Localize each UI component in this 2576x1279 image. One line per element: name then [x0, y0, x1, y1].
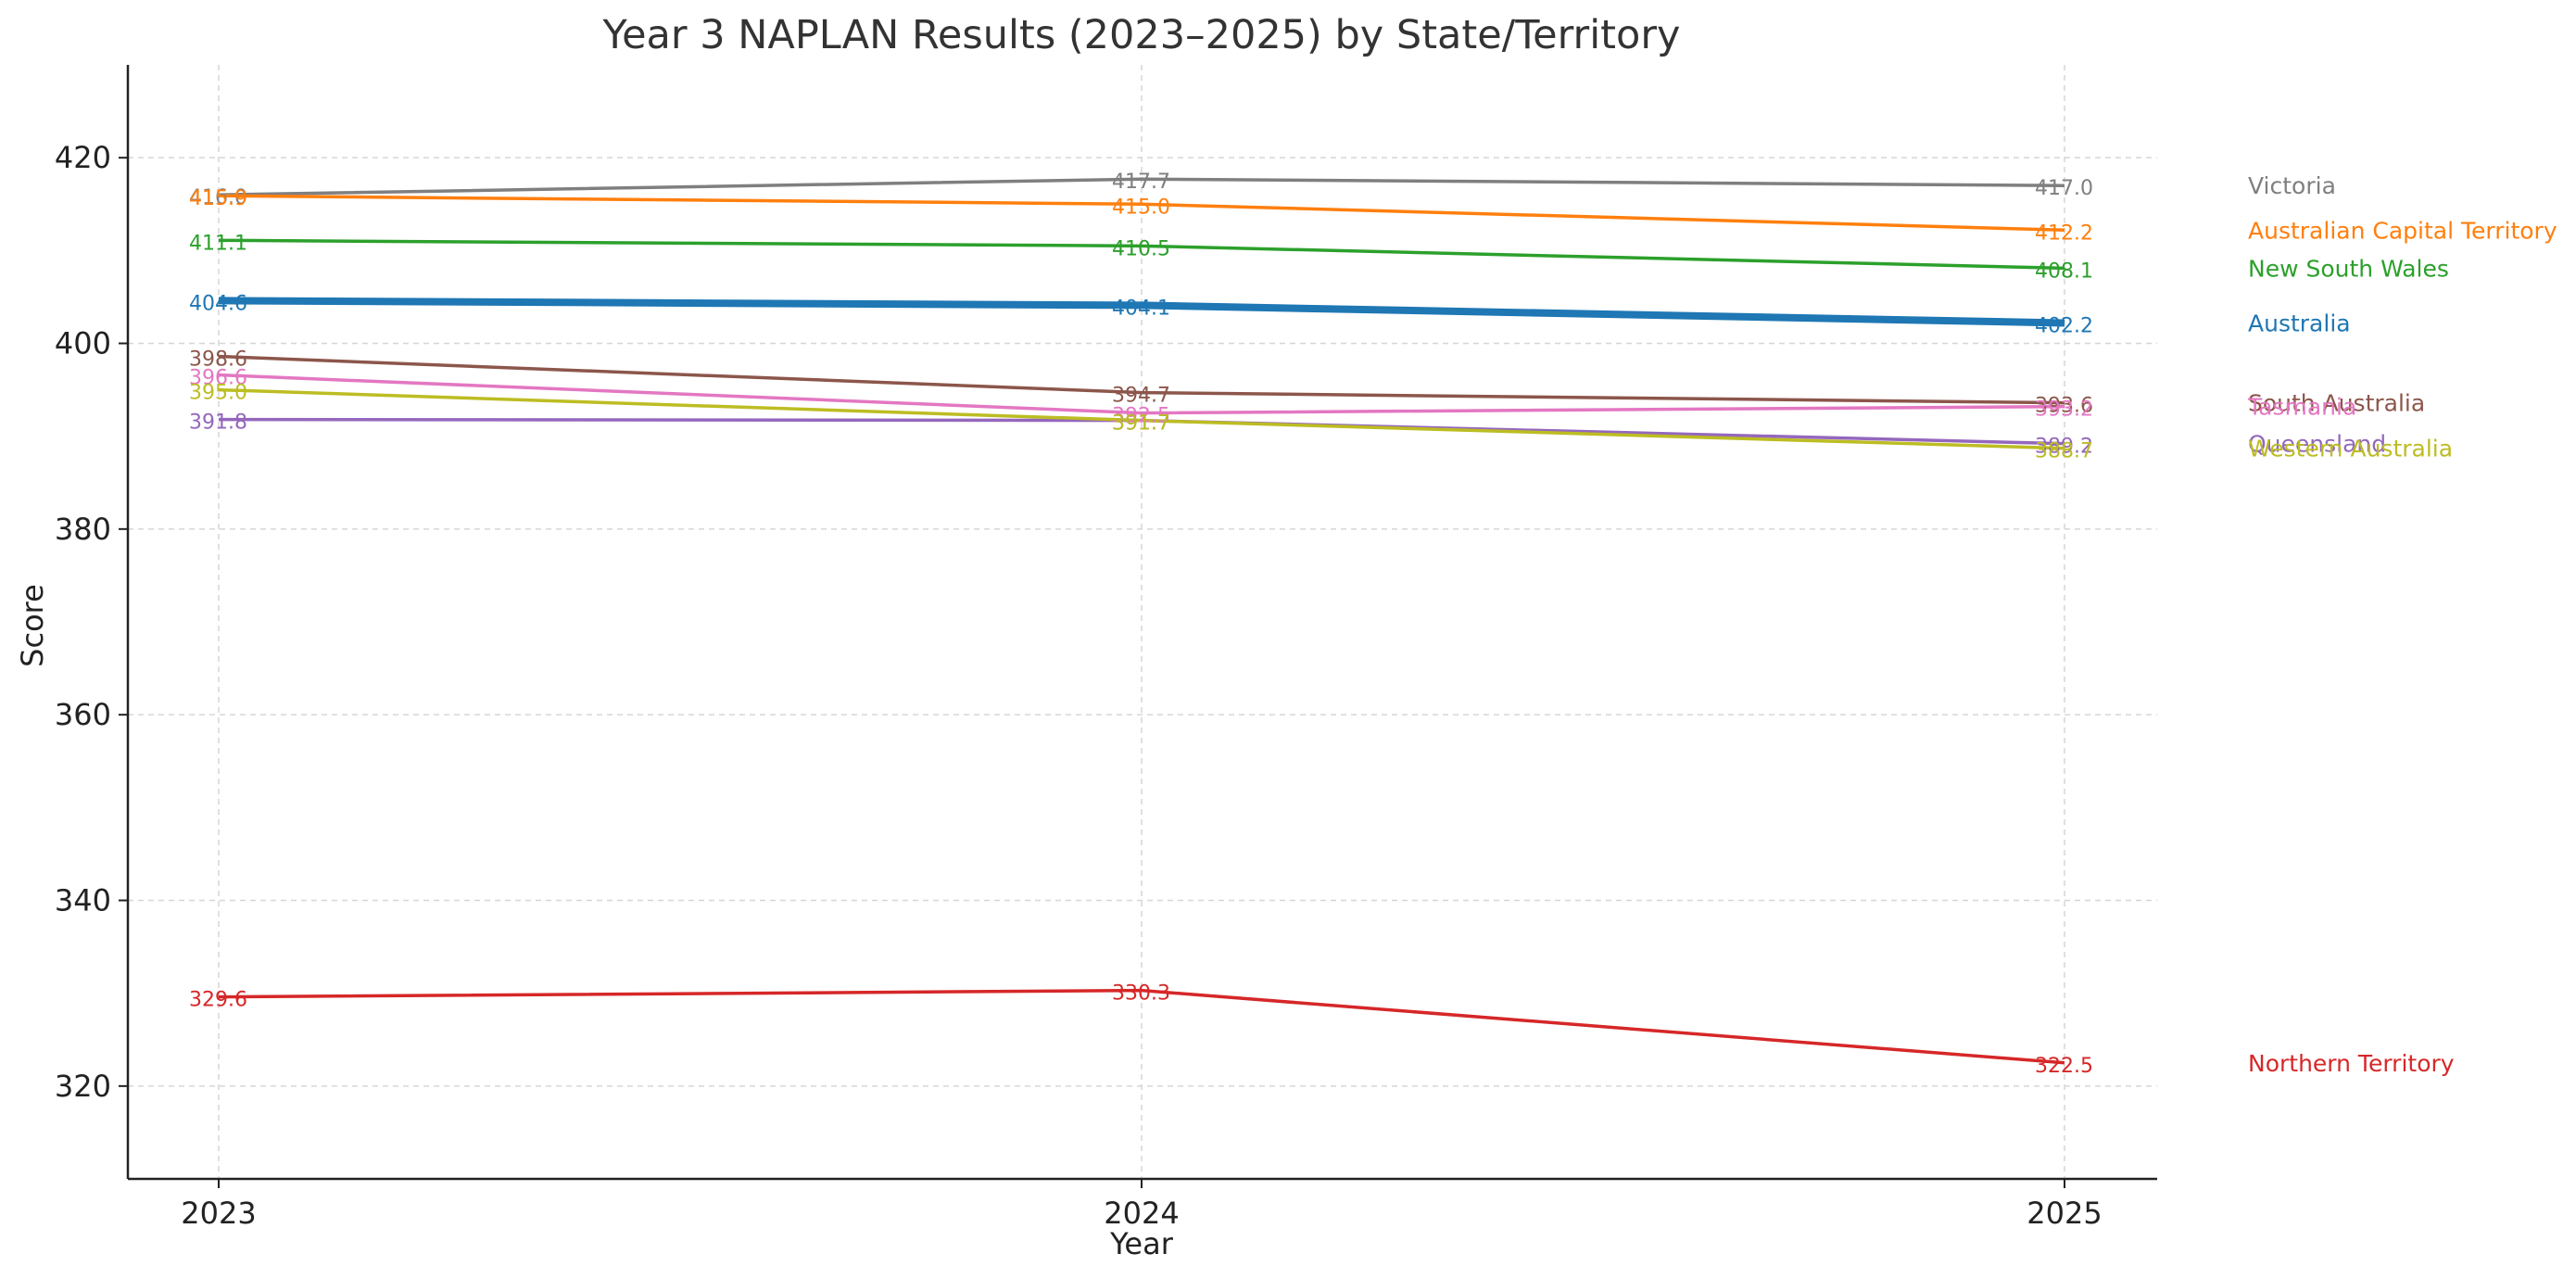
- y-tick-label: 360: [55, 697, 111, 732]
- series-lines: [218, 177, 2065, 1065]
- chart-title: Year 3 NAPLAN Results (2023–2025) by Sta…: [602, 12, 1681, 58]
- data-label-new-south-wales: 408.1: [2035, 260, 2093, 283]
- grid: [128, 65, 2157, 1179]
- legend-label-tasmania: Tasmania: [2247, 394, 2356, 421]
- x-tick-label: 2024: [1104, 1196, 1179, 1231]
- data-label-queensland: 389.2: [2035, 436, 2093, 459]
- data-label-tasmania: 396.6: [189, 367, 247, 390]
- series-line-australian-capital-territory: [218, 194, 2065, 233]
- y-tick-label: 400: [55, 326, 111, 361]
- data-label-queensland: 391.8: [189, 412, 247, 435]
- tick-labels: 320 340 360 380 400 420 2023 2024 2025: [55, 140, 2102, 1231]
- data-label-tasmania: 392.5: [1112, 405, 1170, 428]
- data-label-northern-territory: 322.5: [2035, 1055, 2093, 1078]
- data-label-new-south-wales: 410.5: [1112, 237, 1170, 260]
- data-label-western-australia: 391.7: [1112, 412, 1170, 436]
- legend-label-queensland: Queensland: [2248, 431, 2386, 458]
- series-line-western-australia: [218, 387, 2065, 450]
- data-label-australian-capital-territory: 415.9: [189, 187, 247, 210]
- series-line-new-south-wales: [218, 238, 2065, 271]
- data-label-australia: 404.6: [189, 292, 247, 315]
- legend-label-western-australia: Western Australia: [2248, 436, 2453, 462]
- data-label-western-australia: 395.0: [189, 382, 247, 405]
- series-line-victoria: [218, 177, 2065, 196]
- data-label-northern-territory: 330.3: [1112, 982, 1170, 1006]
- data-label-queensland: 391.7: [1112, 412, 1170, 436]
- data-label-australia: 402.2: [2035, 314, 2093, 337]
- legend-label-victoria: Victoria: [2248, 172, 2336, 199]
- x-tick-label: 2025: [2027, 1196, 2102, 1231]
- data-label-victoria: 417.0: [2035, 177, 2093, 200]
- data-label-australian-capital-territory: 415.0: [1112, 196, 1170, 219]
- data-label-new-south-wales: 411.1: [189, 232, 247, 255]
- data-label-victoria: 416.0: [189, 186, 247, 209]
- y-tick-label: 420: [55, 140, 111, 175]
- data-label-northern-territory: 329.6: [189, 989, 247, 1012]
- legend-label-australia: Australia: [2248, 310, 2351, 336]
- legend-label-northern-territory: Northern Territory: [2248, 1050, 2455, 1077]
- y-tick-label: 320: [55, 1069, 111, 1104]
- data-label-australian-capital-territory: 412.2: [2035, 222, 2093, 245]
- data-label-south-australia: 393.6: [2035, 395, 2093, 418]
- y-axis-title: Score: [15, 584, 50, 667]
- legend-label-south-australia: South Australia: [2248, 390, 2425, 417]
- data-label-western-australia: 388.7: [2035, 440, 2093, 463]
- y-tick-label: 340: [55, 883, 111, 918]
- legend-label-new-south-wales: New South Wales: [2248, 255, 2449, 282]
- legend-label-australian-capital-territory: Australian Capital Territory: [2248, 217, 2557, 244]
- data-labels: 416.0 417.7 417.0 415.9 415.0 412.2 411.1 410.5…: [189, 171, 2093, 1078]
- series-line-tasmania: [218, 373, 2065, 415]
- data-label-tasmania: 393.2: [2035, 399, 2093, 422]
- x-tick-label: 2023: [181, 1196, 256, 1231]
- y-tick-label: 380: [55, 512, 111, 547]
- axes: [126, 65, 2157, 1181]
- series-line-south-australia: [218, 354, 2065, 405]
- data-label-australia: 404.1: [1112, 297, 1170, 320]
- data-label-south-australia: 398.6: [189, 348, 247, 372]
- series-line-australia: [218, 297, 2065, 327]
- x-axis-title: Year: [1109, 1226, 1174, 1261]
- data-label-victoria: 417.7: [1112, 171, 1170, 194]
- legend: Victoria Australian Capital Territory New …: [2247, 172, 2557, 1077]
- series-line-northern-territory: [218, 988, 2065, 1065]
- data-label-south-australia: 394.7: [1112, 385, 1170, 408]
